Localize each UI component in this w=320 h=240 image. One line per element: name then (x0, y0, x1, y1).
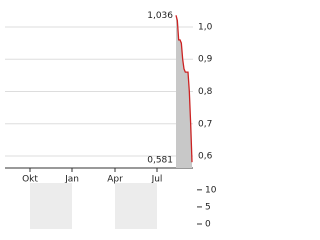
x-tick-label: Okt (22, 175, 38, 185)
annotation: 1,036 (147, 11, 173, 21)
y-tick-label: 0,9 (198, 55, 213, 65)
y-tick-label: 5 (205, 202, 211, 212)
y-tick-label: 0,8 (198, 87, 213, 97)
y-tick-label: 0 (205, 220, 211, 230)
y-tick-label: 1,0 (198, 22, 213, 32)
x-tick-label: Apr (107, 175, 123, 185)
annotation: 0,581 (147, 156, 173, 166)
x-tick-label: Jul (151, 175, 163, 185)
band (30, 183, 72, 229)
price-area (176, 15, 192, 169)
y-tick-label: 0,7 (198, 119, 212, 129)
x-tick-label: Jan (64, 175, 79, 185)
price-line (175, 15, 193, 163)
y-tick-label: 0,6 (198, 152, 213, 162)
chart: 0,6 0,7 0,8 0,9 1,0 Okt Jan Apr Jul 1,036 0,581 0 5 1… (5, 11, 217, 230)
y-tick-label: 10 (205, 185, 217, 195)
band (115, 183, 157, 229)
